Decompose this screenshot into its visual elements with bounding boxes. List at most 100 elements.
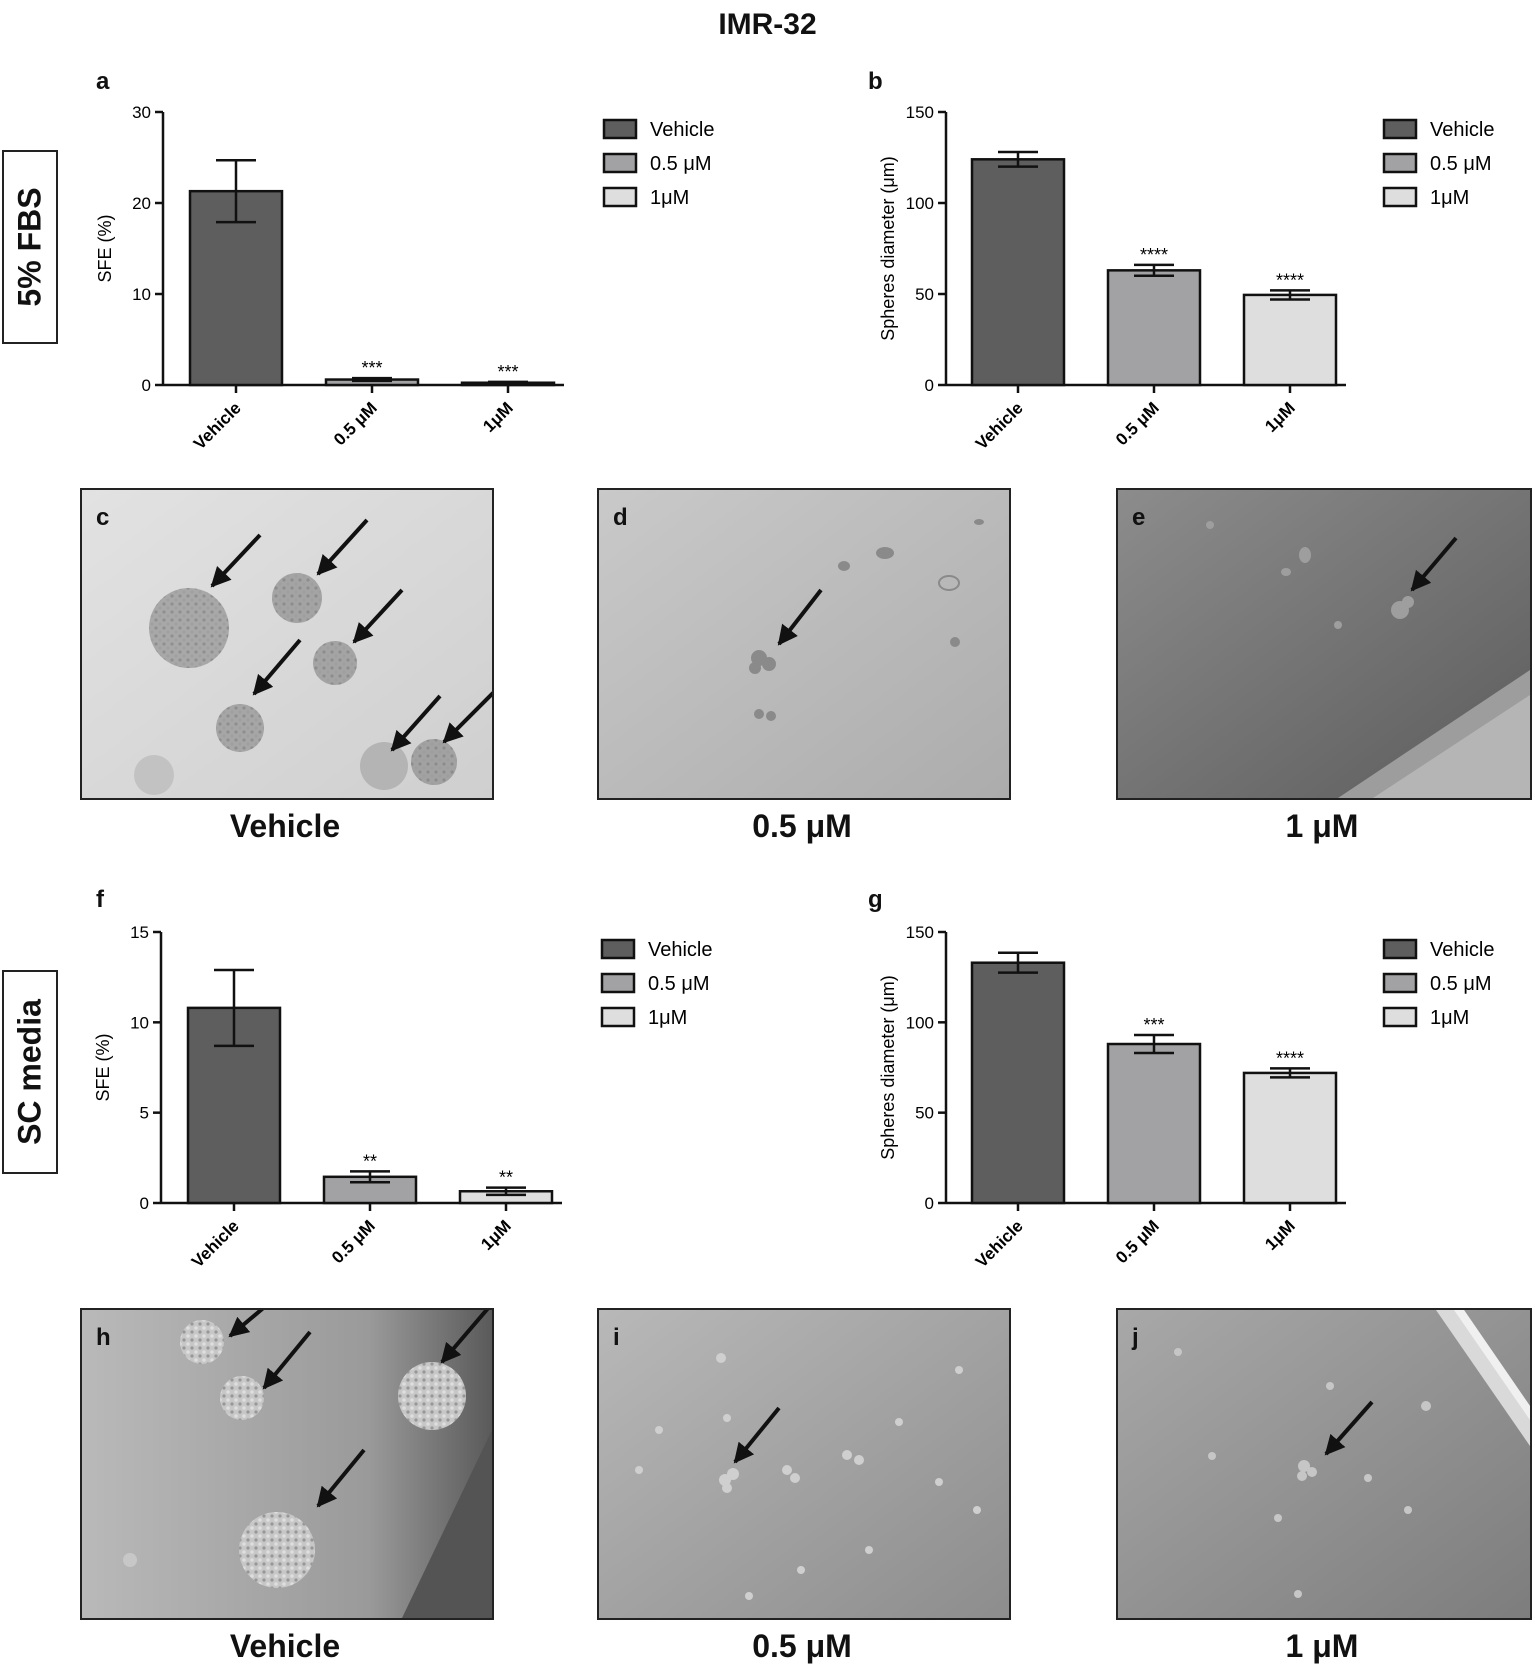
significance-label: **** xyxy=(1140,245,1168,265)
legend-label: 0.5 μM xyxy=(650,153,712,175)
legend-swatch xyxy=(1382,1006,1418,1028)
panel-letter-a: a xyxy=(96,68,110,95)
micrograph-h: h xyxy=(80,1308,494,1620)
legend-swatch xyxy=(1382,972,1418,994)
micrograph-letter-d: d xyxy=(613,504,628,531)
arrow-icon xyxy=(777,588,823,646)
micrograph-j-image xyxy=(1118,1310,1530,1618)
arrow-icons xyxy=(210,518,492,752)
legend-swatch xyxy=(602,118,638,140)
arrow-icon xyxy=(1324,1400,1374,1456)
bar xyxy=(970,158,1066,387)
legend-label: 1μM xyxy=(650,187,689,209)
micrograph-letter-i: i xyxy=(613,1324,620,1351)
micrograph-i-image xyxy=(599,1310,1009,1618)
bar-chart-g: 0 50 100 150 Spheres diameter (μm) Vehicle ***… xyxy=(878,923,1495,1271)
y-tick-label: 20 xyxy=(132,194,151,213)
micrograph-caption-d: 0.5 μM xyxy=(752,808,852,844)
y-tick-label: 150 xyxy=(906,923,934,942)
x-tick-label: Vehicle xyxy=(972,1216,1027,1271)
micrograph-j: j xyxy=(1116,1308,1532,1620)
x-tick-label: 1μM xyxy=(1261,398,1298,435)
micrograph-caption-h: Vehicle xyxy=(229,1628,341,1664)
legend-label: 0.5 μM xyxy=(1430,973,1492,995)
panel-letter-f: f xyxy=(96,886,104,913)
significance-label: *** xyxy=(497,362,518,382)
micrograph-d-image xyxy=(599,490,1009,798)
y-tick-label: 50 xyxy=(915,1104,934,1123)
y-axis-label: Spheres diameter (μm) xyxy=(878,975,898,1159)
bar xyxy=(970,961,1066,1205)
micrograph-letter-c: c xyxy=(96,504,110,531)
micrograph-caption-c: Vehicle xyxy=(229,808,341,844)
bar xyxy=(1242,1071,1338,1205)
legend-swatch xyxy=(1382,118,1418,140)
y-tick-label: 50 xyxy=(915,285,934,304)
significance-label: *** xyxy=(1143,1015,1164,1035)
y-tick-label: 150 xyxy=(906,103,934,122)
significance-label: **** xyxy=(1276,1048,1304,1068)
x-tick-label: 1μM xyxy=(1261,1216,1298,1253)
legend-swatch xyxy=(600,1006,636,1028)
legend-swatch xyxy=(1382,152,1418,174)
micrograph-e: e xyxy=(1116,488,1532,800)
figure-title: IMR-32 xyxy=(718,8,817,41)
significance-label: *** xyxy=(361,358,382,378)
bar xyxy=(1242,293,1338,387)
bar xyxy=(1106,1042,1202,1205)
bar xyxy=(1106,269,1202,387)
micrograph-e-image xyxy=(1118,490,1530,798)
y-axis-label: SFE (%) xyxy=(93,1033,113,1101)
y-tick-label: 5 xyxy=(140,1104,149,1123)
y-tick-label: 0 xyxy=(925,1194,934,1213)
y-tick-label: 30 xyxy=(132,103,151,122)
arrow-icon xyxy=(733,1406,781,1464)
bar-chart-a: 0 10 20 30 SFE (%) Vehicle *** 0.5 μM *** 1μM Vehi… xyxy=(95,103,715,453)
x-tick-label: Vehicle xyxy=(972,398,1027,453)
arrow-icon xyxy=(1410,536,1458,592)
bar-chart-b: 0 50 100 150 Spheres diameter (μm) Vehicle ***… xyxy=(878,103,1495,453)
legend-label: Vehicle xyxy=(1430,939,1495,961)
y-tick-label: 100 xyxy=(906,1013,934,1032)
legend-swatch xyxy=(600,938,636,960)
section-label-sc-media: SC media xyxy=(2,970,58,1174)
micrograph-letter-h: h xyxy=(96,1324,111,1351)
y-tick-label: 0 xyxy=(925,376,934,395)
legend-swatch xyxy=(1382,186,1418,208)
legend-label: 0.5 μM xyxy=(1430,153,1492,175)
panel-letter-g: g xyxy=(868,886,883,913)
significance-label: **** xyxy=(1276,270,1304,290)
micrograph-caption-i: 0.5 μM xyxy=(752,1628,852,1664)
legend-swatch xyxy=(1382,938,1418,960)
x-tick-label: 0.5 μM xyxy=(1112,1216,1163,1267)
sphere-cluster xyxy=(134,573,457,795)
micrograph-caption-j: 1 μM xyxy=(1285,1628,1359,1664)
legend-label: 1μM xyxy=(648,1007,687,1029)
y-tick-label: 0 xyxy=(142,376,151,395)
x-tick-label: Vehicle xyxy=(188,1216,243,1271)
x-tick-label: 1μM xyxy=(479,398,516,435)
legend-label: 1μM xyxy=(1430,187,1469,209)
micrograph-i: i xyxy=(597,1308,1011,1620)
x-tick-label: 1μM xyxy=(477,1216,514,1253)
legend-label: Vehicle xyxy=(1430,119,1495,141)
legend-swatch xyxy=(602,186,638,208)
y-tick-label: 100 xyxy=(906,194,934,213)
legend-swatch xyxy=(600,972,636,994)
micrograph-h-image xyxy=(82,1310,492,1618)
legend-label: 0.5 μM xyxy=(648,973,710,995)
y-tick-label: 0 xyxy=(140,1194,149,1213)
panel-letter-b: b xyxy=(868,68,883,95)
micrograph-caption-e: 1 μM xyxy=(1285,808,1359,844)
micrograph-c: c xyxy=(80,488,494,800)
legend-label: Vehicle xyxy=(648,939,713,961)
x-tick-label: 0.5 μM xyxy=(328,1216,379,1267)
bar xyxy=(188,189,284,387)
y-tick-label: 10 xyxy=(130,1013,149,1032)
micrograph-letter-e: e xyxy=(1132,504,1146,531)
x-tick-label: 0.5 μM xyxy=(330,398,381,449)
bar-chart-f: 0 5 10 15 SFE (%) Vehicle ** 0.5 μM ** 1μM Vehicle… xyxy=(93,923,713,1271)
x-tick-label: Vehicle xyxy=(190,398,245,453)
significance-label: ** xyxy=(363,1151,377,1171)
